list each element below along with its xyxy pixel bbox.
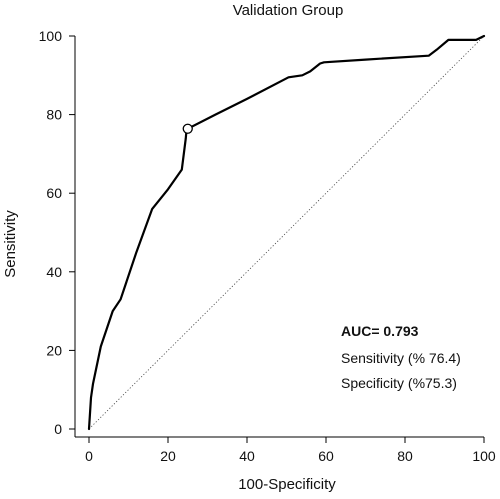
roc-series — [87, 34, 486, 431]
y-tick-label: 60 — [46, 185, 62, 201]
x-tick-label: 100 — [472, 448, 496, 464]
reference-diagonal — [88, 35, 485, 430]
x-tick-label: 60 — [318, 448, 334, 464]
sensitivity-annotation: Sensitivity (% 76.4) — [341, 350, 461, 366]
y-tick-label: 20 — [46, 342, 62, 358]
y-axis-title: Sensitivity — [2, 210, 19, 278]
x-tick-label: 0 — [85, 448, 93, 464]
y-tick-label: 40 — [46, 264, 62, 280]
operating-point-layer — [182, 123, 193, 134]
roc-curve-line — [87, 34, 486, 431]
x-tick-label: 20 — [160, 448, 176, 464]
x-tick-label: 80 — [397, 448, 413, 464]
x-axis-ticks: 0 20 40 60 80 100 — [85, 437, 496, 464]
specificity-annotation: Specificity (%75.3) — [341, 375, 457, 391]
plot-frame — [74, 36, 484, 438]
y-axis-ticks: 0 20 40 60 80 100 — [39, 28, 75, 437]
y-tick-label: 0 — [54, 421, 62, 437]
reference-line — [88, 35, 485, 430]
auc-annotation: AUC= 0.793 — [341, 323, 419, 339]
y-tick-label: 100 — [39, 28, 63, 44]
operating-point-marker — [182, 123, 193, 134]
chart-title: Validation Group — [233, 2, 344, 19]
y-tick-label: 80 — [46, 107, 62, 123]
x-tick-label: 40 — [239, 448, 255, 464]
x-axis-title: 100-Specificity — [238, 476, 336, 493]
